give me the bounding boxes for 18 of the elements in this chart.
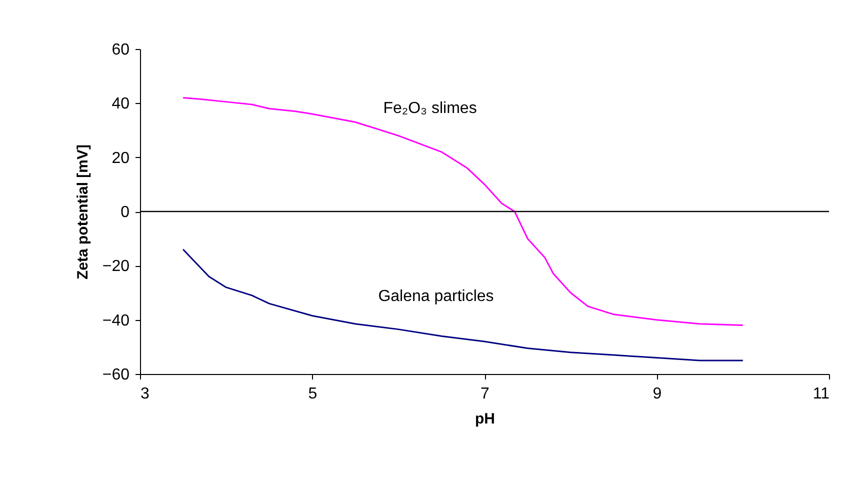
line-series — [182, 97, 744, 326]
annotation: Galena particles — [378, 288, 494, 305]
y-tick-label: 20 — [112, 150, 130, 167]
annotation: Fe₂O₃ slimes — [383, 100, 477, 117]
y-tick-label: −40 — [102, 312, 130, 330]
x-tick-label: 11 — [812, 386, 830, 402]
x-tick-label: 3 — [140, 386, 150, 402]
x-tick-label: 5 — [308, 386, 318, 402]
y-tick-label: 60 — [112, 42, 130, 58]
y-tick-label: 40 — [112, 96, 130, 113]
x-tick-label: 9 — [652, 386, 662, 402]
y-tick-label: −20 — [102, 258, 130, 276]
y-tick-label: −60 — [102, 366, 130, 384]
line-series — [182, 248, 744, 362]
y-axis-title: Zeta potential [mV] — [74, 144, 92, 280]
x-tick-label: 7 — [480, 386, 490, 402]
x-axis-title: pH — [475, 410, 495, 428]
y-tick-label: 0 — [120, 204, 130, 221]
